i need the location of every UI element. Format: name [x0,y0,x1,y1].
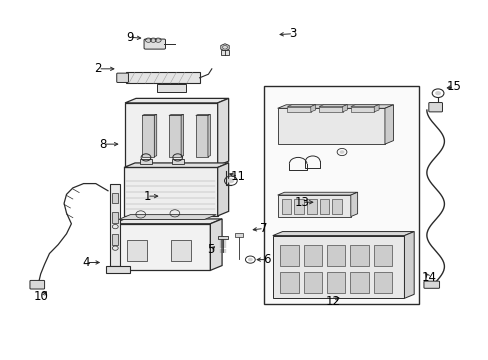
Polygon shape [319,104,346,107]
FancyBboxPatch shape [117,73,128,82]
Polygon shape [113,224,210,270]
Text: 4: 4 [82,256,90,269]
Text: 10: 10 [33,290,48,303]
Polygon shape [207,114,210,157]
Polygon shape [220,44,229,51]
FancyBboxPatch shape [331,199,341,214]
Polygon shape [310,104,315,112]
FancyBboxPatch shape [280,272,298,293]
FancyBboxPatch shape [349,245,368,266]
FancyBboxPatch shape [157,84,185,92]
Polygon shape [272,231,413,235]
Circle shape [247,258,252,261]
FancyBboxPatch shape [112,193,118,203]
Text: 2: 2 [94,62,102,75]
FancyBboxPatch shape [373,245,391,266]
FancyBboxPatch shape [264,86,418,304]
Polygon shape [404,231,413,298]
Polygon shape [195,116,207,157]
FancyBboxPatch shape [423,281,439,288]
Polygon shape [110,184,120,266]
FancyBboxPatch shape [326,272,345,293]
FancyBboxPatch shape [144,39,165,49]
Polygon shape [105,266,130,273]
FancyBboxPatch shape [127,240,147,261]
Polygon shape [195,114,210,116]
FancyBboxPatch shape [218,235,227,239]
Polygon shape [125,103,217,166]
FancyBboxPatch shape [428,103,442,112]
FancyBboxPatch shape [326,245,345,266]
Polygon shape [119,215,216,220]
FancyBboxPatch shape [221,50,228,55]
Text: 15: 15 [446,80,461,93]
Polygon shape [210,219,222,270]
FancyBboxPatch shape [349,272,368,293]
Text: 14: 14 [421,271,435,284]
Circle shape [147,39,150,41]
FancyBboxPatch shape [303,245,322,266]
Polygon shape [319,107,342,112]
Polygon shape [277,195,350,217]
Polygon shape [277,192,357,195]
FancyBboxPatch shape [112,234,118,244]
Polygon shape [168,116,181,157]
Circle shape [157,39,159,41]
Text: 3: 3 [289,27,296,40]
FancyBboxPatch shape [281,199,291,214]
FancyBboxPatch shape [294,199,304,214]
Polygon shape [217,98,228,166]
Polygon shape [154,114,157,157]
Circle shape [434,91,440,95]
Polygon shape [125,98,228,103]
FancyBboxPatch shape [140,159,152,164]
Polygon shape [142,114,157,116]
FancyBboxPatch shape [30,280,44,289]
FancyBboxPatch shape [126,72,199,83]
FancyBboxPatch shape [171,240,190,261]
Polygon shape [277,105,393,108]
FancyBboxPatch shape [280,245,298,266]
Polygon shape [217,163,228,216]
FancyBboxPatch shape [171,159,183,164]
Polygon shape [287,104,315,107]
FancyBboxPatch shape [306,199,316,214]
Polygon shape [142,116,154,157]
Polygon shape [350,104,378,107]
Polygon shape [124,167,217,216]
Circle shape [339,150,344,154]
Polygon shape [113,219,222,224]
Polygon shape [181,114,183,157]
Polygon shape [342,104,346,112]
Circle shape [227,178,234,183]
Text: 8: 8 [99,138,106,150]
Text: 6: 6 [262,253,270,266]
FancyBboxPatch shape [112,212,118,223]
Text: 12: 12 [325,295,340,308]
FancyBboxPatch shape [319,199,329,214]
Polygon shape [373,104,378,112]
FancyBboxPatch shape [373,272,391,293]
Text: 7: 7 [260,222,267,235]
Polygon shape [168,114,183,116]
Polygon shape [277,108,384,144]
Text: 5: 5 [206,243,214,256]
Text: 11: 11 [230,170,245,183]
Polygon shape [384,105,393,144]
Circle shape [152,39,155,41]
Text: 1: 1 [143,190,150,203]
FancyBboxPatch shape [234,233,242,237]
Text: 9: 9 [126,31,133,44]
Polygon shape [350,192,357,217]
Text: 13: 13 [294,196,309,209]
Polygon shape [124,163,228,167]
Polygon shape [350,107,373,112]
Polygon shape [287,107,310,112]
Polygon shape [272,235,404,298]
FancyBboxPatch shape [303,272,322,293]
